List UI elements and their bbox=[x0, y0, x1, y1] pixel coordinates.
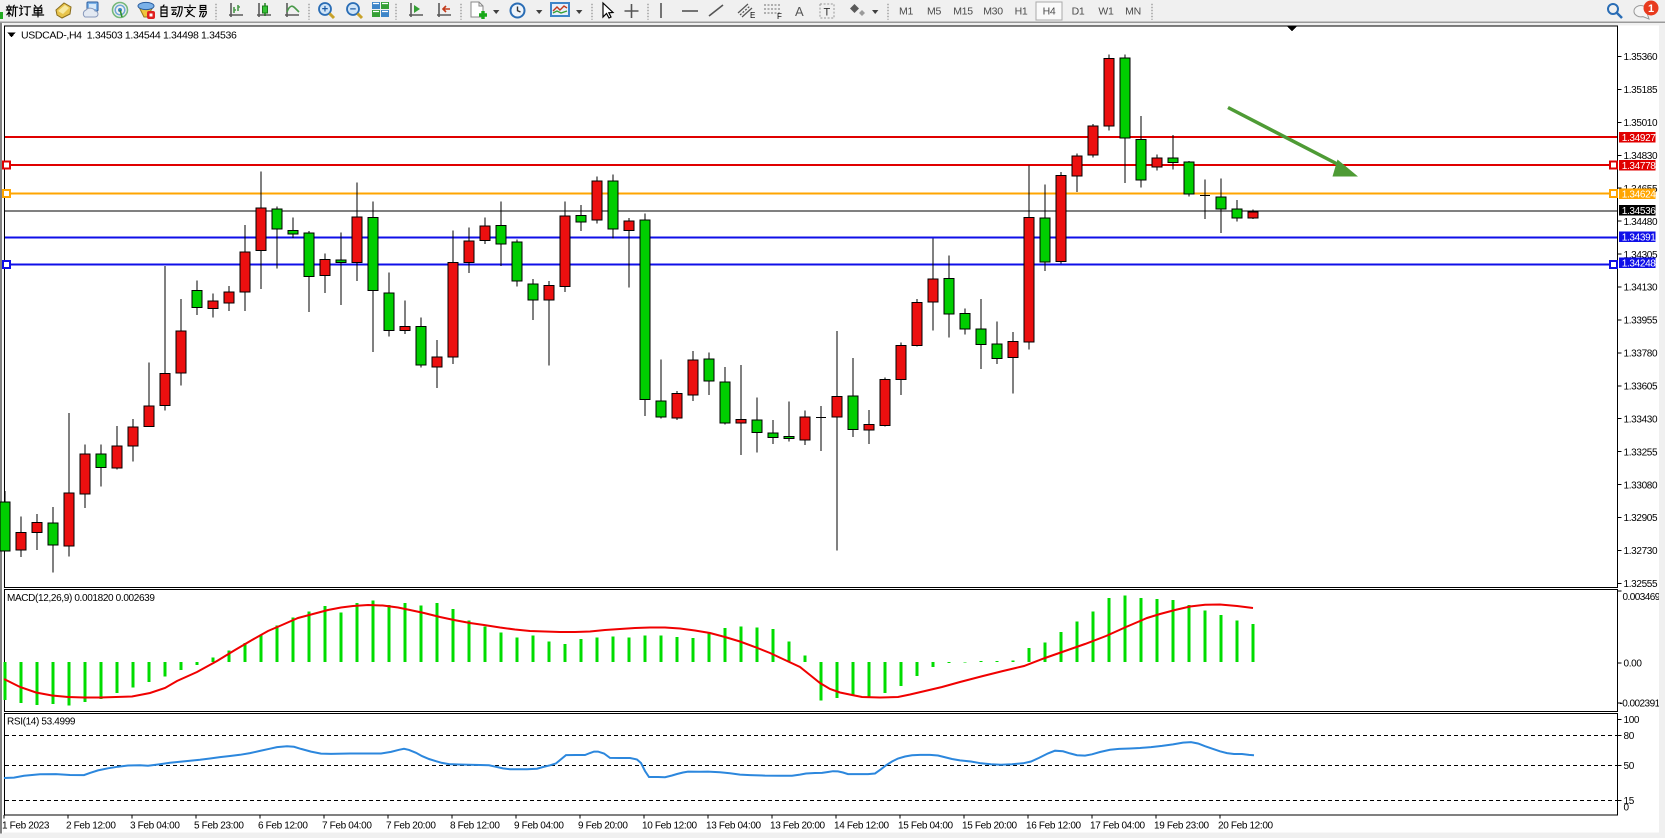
svg-text:1.33255: 1.33255 bbox=[1624, 447, 1658, 458]
svg-text:16 Feb 12:00: 16 Feb 12:00 bbox=[1026, 820, 1082, 831]
svg-text:9 Feb 20:00: 9 Feb 20:00 bbox=[578, 820, 628, 831]
svg-text:1.34927: 1.34927 bbox=[1622, 133, 1656, 144]
svg-text:MN: MN bbox=[1125, 6, 1141, 18]
svg-text:0: 0 bbox=[1624, 803, 1630, 814]
svg-text:−: − bbox=[350, 4, 356, 16]
svg-text:15 Feb 04:00: 15 Feb 04:00 bbox=[898, 820, 954, 831]
svg-text:MACD(12,26,9) 0.001820 0.00263: MACD(12,26,9) 0.001820 0.002639 bbox=[7, 593, 155, 604]
svg-text:1.34536: 1.34536 bbox=[1622, 206, 1656, 217]
svg-text:1: 1 bbox=[1648, 3, 1654, 15]
svg-text:W1: W1 bbox=[1098, 6, 1114, 18]
svg-text:3 Feb 04:00: 3 Feb 04:00 bbox=[130, 820, 180, 831]
svg-text:1.35360: 1.35360 bbox=[1624, 52, 1658, 63]
svg-text:1.35185: 1.35185 bbox=[1624, 85, 1658, 96]
svg-text:T: T bbox=[824, 7, 831, 19]
svg-text:50: 50 bbox=[1624, 761, 1635, 772]
svg-text:D1: D1 bbox=[1072, 6, 1085, 18]
svg-text:13 Feb 04:00: 13 Feb 04:00 bbox=[706, 820, 762, 831]
svg-text:1.34480: 1.34480 bbox=[1624, 217, 1658, 228]
svg-text:1.34624: 1.34624 bbox=[1622, 189, 1656, 200]
svg-text:2 Feb 12:00: 2 Feb 12:00 bbox=[66, 820, 116, 831]
svg-text:1.34130: 1.34130 bbox=[1624, 283, 1658, 294]
svg-text:5 Feb 23:00: 5 Feb 23:00 bbox=[194, 820, 244, 831]
svg-text:1.32555: 1.32555 bbox=[1624, 579, 1658, 590]
svg-text:RSI(14) 53.4999: RSI(14) 53.4999 bbox=[7, 716, 76, 727]
svg-text:13 Feb 20:00: 13 Feb 20:00 bbox=[770, 820, 826, 831]
svg-text:F: F bbox=[777, 12, 782, 21]
svg-text:6 Feb 12:00: 6 Feb 12:00 bbox=[258, 820, 308, 831]
svg-text:-0.002391: -0.002391 bbox=[1620, 699, 1661, 710]
svg-text:17 Feb 04:00: 17 Feb 04:00 bbox=[1090, 820, 1146, 831]
svg-text:A: A bbox=[795, 4, 804, 19]
svg-text:M15: M15 bbox=[953, 6, 973, 18]
svg-text:15: 15 bbox=[1624, 796, 1635, 807]
svg-text:1.34305: 1.34305 bbox=[1624, 250, 1658, 261]
svg-text:100: 100 bbox=[1624, 715, 1640, 726]
svg-text:80: 80 bbox=[1624, 731, 1635, 742]
svg-text:20 Feb 12:00: 20 Feb 12:00 bbox=[1218, 820, 1274, 831]
svg-text:1.34248: 1.34248 bbox=[1622, 258, 1656, 269]
svg-text:7 Feb 20:00: 7 Feb 20:00 bbox=[386, 820, 436, 831]
svg-text:1.34391: 1.34391 bbox=[1622, 232, 1656, 243]
svg-text:7 Feb 04:00: 7 Feb 04:00 bbox=[322, 820, 372, 831]
svg-text:1 Feb 2023: 1 Feb 2023 bbox=[2, 820, 50, 831]
svg-text:1.33955: 1.33955 bbox=[1624, 316, 1658, 327]
svg-text:+: + bbox=[322, 4, 328, 16]
svg-text:14 Feb 12:00: 14 Feb 12:00 bbox=[834, 820, 890, 831]
svg-text:H1: H1 bbox=[1015, 6, 1028, 18]
svg-text:M1: M1 bbox=[899, 6, 913, 18]
svg-text:1.35010: 1.35010 bbox=[1624, 118, 1658, 129]
svg-text:10 Feb 12:00: 10 Feb 12:00 bbox=[642, 820, 698, 831]
svg-text:USDCAD-,H4 1.34503 1.34544 1.: USDCAD-,H4 1.34503 1.34544 1.34498 1.345… bbox=[21, 30, 237, 42]
svg-text:15 Feb 20:00: 15 Feb 20:00 bbox=[962, 820, 1018, 831]
svg-text:1.34830: 1.34830 bbox=[1624, 151, 1658, 162]
svg-text:H4: H4 bbox=[1043, 6, 1056, 18]
svg-text:M5: M5 bbox=[927, 6, 941, 18]
svg-text:1.33080: 1.33080 bbox=[1624, 480, 1658, 491]
svg-text:E: E bbox=[750, 11, 755, 20]
svg-text:1.33605: 1.33605 bbox=[1624, 382, 1658, 393]
svg-text:8 Feb 12:00: 8 Feb 12:00 bbox=[450, 820, 500, 831]
svg-text:19 Feb 23:00: 19 Feb 23:00 bbox=[1154, 820, 1210, 831]
svg-text:9 Feb 04:00: 9 Feb 04:00 bbox=[514, 820, 564, 831]
svg-text:1.32905: 1.32905 bbox=[1624, 513, 1658, 524]
svg-text:1.32730: 1.32730 bbox=[1624, 546, 1658, 557]
svg-text:0.003469: 0.003469 bbox=[1623, 592, 1661, 603]
svg-text:1.33430: 1.33430 bbox=[1624, 414, 1658, 425]
svg-text:0.00: 0.00 bbox=[1624, 659, 1643, 670]
svg-text:1.34778: 1.34778 bbox=[1622, 161, 1656, 172]
svg-text:M30: M30 bbox=[983, 6, 1003, 18]
svg-text:1.33780: 1.33780 bbox=[1624, 349, 1658, 360]
